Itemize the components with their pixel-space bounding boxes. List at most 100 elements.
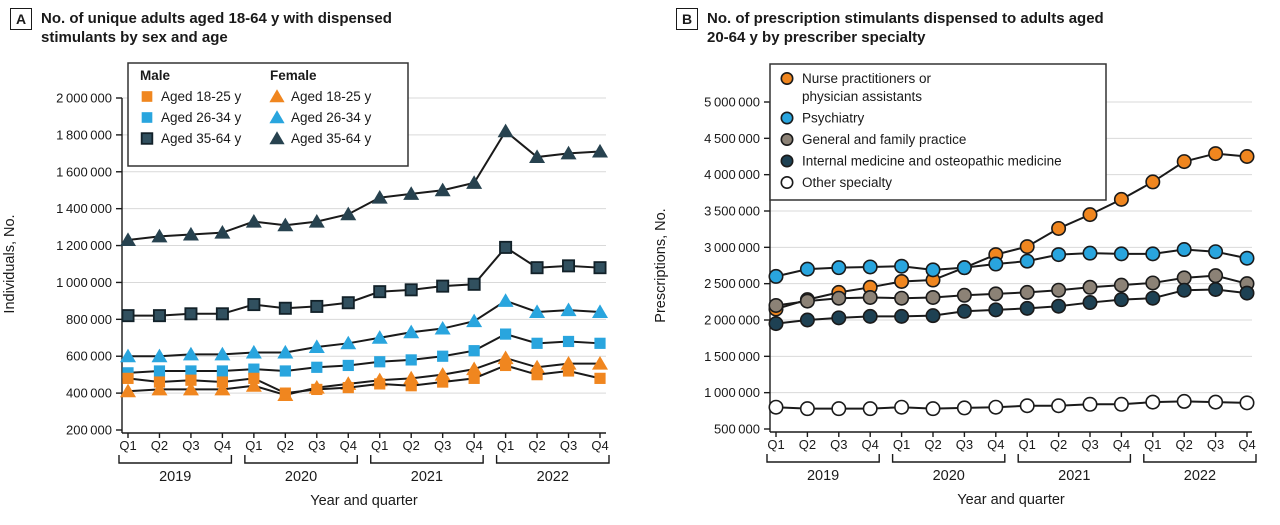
svg-text:2 000 000: 2 000 000 bbox=[56, 91, 112, 106]
svg-text:Q4: Q4 bbox=[1238, 437, 1255, 452]
svg-text:200 000: 200 000 bbox=[66, 423, 112, 438]
y-tick-labels: 200 000 400 000 600 000 800 000 1 000 000 1 2… bbox=[56, 91, 112, 438]
svg-text:600 000: 600 000 bbox=[66, 349, 112, 364]
series-other-specialty bbox=[768, 393, 1255, 417]
svg-text:Male: Male bbox=[140, 68, 171, 83]
svg-text:Q3: Q3 bbox=[1207, 437, 1224, 452]
panel-a-title-line-2: stimulants by sex and age bbox=[41, 29, 228, 46]
y-tick-labels: 500 000 1 000 000 1 500 000 2 000 000 2 500 … bbox=[704, 95, 760, 437]
svg-text:Aged 26-34 y: Aged 26-34 y bbox=[291, 110, 372, 125]
svg-text:Aged 18-25 y: Aged 18-25 y bbox=[291, 89, 372, 104]
panel-b-title-line-1: No. of prescription stimulants dispensed… bbox=[707, 10, 1104, 27]
panel-a-title-line-1: No. of unique adults aged 18-64 y with d… bbox=[41, 10, 392, 27]
x-tick-labels: Q1 Q2 Q3 Q4 Q1 Q2 Q3 Q4 Q1 Q2 Q3 Q4 Q1 Q2 Q3 Q4 bbox=[767, 437, 1255, 452]
svg-text:Q4: Q4 bbox=[862, 437, 879, 452]
panel-a-letter-badge: A bbox=[10, 8, 32, 30]
panel-b-letter-badge: B bbox=[676, 8, 698, 30]
panel-a: A No. of unique adults aged 18-64 y with… bbox=[2, 8, 610, 509]
svg-text:Q2: Q2 bbox=[151, 438, 168, 453]
y-axis-title: Individuals, No. bbox=[2, 214, 18, 313]
panel-a-chart: 200 000 400 000 600 000 800 000 1 000 000 1 2… bbox=[2, 62, 610, 509]
x-tick-labels: Q1 Q2 Q3 Q4 Q1 Q2 Q3 Q4 Q1 Q2 Q3 Q4 Q1 Q2 Q3 Q4 bbox=[119, 438, 608, 453]
svg-text:Q4: Q4 bbox=[340, 438, 357, 453]
svg-text:Q3: Q3 bbox=[1081, 437, 1098, 452]
svg-text:1 000 000: 1 000 000 bbox=[56, 275, 112, 290]
svg-text:500 000: 500 000 bbox=[714, 422, 760, 437]
legend: Male Aged 18-25 y Aged 26-34 y Aged 35-64 y… bbox=[127, 62, 409, 167]
x-axis-title: Year and quarter bbox=[957, 492, 1065, 508]
series-internal-medicine bbox=[768, 281, 1255, 332]
series-male-18-25 bbox=[122, 359, 606, 399]
svg-text:Q3: Q3 bbox=[956, 437, 973, 452]
svg-text:General and family practice: General and family practice bbox=[802, 132, 966, 147]
svg-text:Aged 35-64 y: Aged 35-64 y bbox=[161, 131, 242, 146]
panel-b-chart: 500 000 1 000 000 1 500 000 2 000 000 2 500 … bbox=[653, 63, 1257, 508]
panel-b-title-line-2: 20-64 y by prescriber specialty bbox=[707, 29, 926, 46]
svg-text:Q4: Q4 bbox=[214, 438, 231, 453]
x-axis-title: Year and quarter bbox=[310, 493, 418, 509]
svg-text:1 200 000: 1 200 000 bbox=[56, 238, 112, 253]
svg-text:1 400 000: 1 400 000 bbox=[56, 201, 112, 216]
svg-text:2022: 2022 bbox=[1184, 468, 1216, 484]
panel-b-title: No. of prescription stimulants dispensed… bbox=[707, 8, 1104, 47]
svg-text:Aged 18-25 y: Aged 18-25 y bbox=[161, 89, 242, 104]
panel-b-header: B No. of prescription stimulants dispens… bbox=[676, 8, 1104, 47]
svg-text:Aged 35-64 y: Aged 35-64 y bbox=[291, 131, 372, 146]
panel-a-header: A No. of unique adults aged 18-64 y with… bbox=[10, 8, 392, 47]
year-brackets: 2019 2020 2021 2022 bbox=[766, 454, 1257, 484]
svg-text:1 500 000: 1 500 000 bbox=[704, 349, 760, 364]
svg-text:Q1: Q1 bbox=[245, 438, 262, 453]
svg-text:Aged 26-34 y: Aged 26-34 y bbox=[161, 110, 242, 125]
svg-text:Q1: Q1 bbox=[893, 437, 910, 452]
svg-text:physician assistants: physician assistants bbox=[802, 89, 922, 104]
svg-text:Q2: Q2 bbox=[799, 437, 816, 452]
svg-text:Q3: Q3 bbox=[308, 438, 325, 453]
svg-text:2022: 2022 bbox=[537, 469, 569, 485]
svg-text:Q3: Q3 bbox=[560, 438, 577, 453]
svg-text:Q2: Q2 bbox=[1176, 437, 1193, 452]
svg-text:800 000: 800 000 bbox=[66, 312, 112, 327]
svg-text:2 000 000: 2 000 000 bbox=[704, 313, 760, 328]
axes bbox=[116, 97, 606, 438]
svg-text:Q4: Q4 bbox=[591, 438, 608, 453]
svg-text:Q1: Q1 bbox=[1019, 437, 1036, 452]
svg-text:Q2: Q2 bbox=[403, 438, 420, 453]
svg-text:Q2: Q2 bbox=[277, 438, 294, 453]
svg-text:2019: 2019 bbox=[159, 469, 191, 485]
series-female-26-34 bbox=[120, 293, 608, 363]
svg-text:2 500 000: 2 500 000 bbox=[704, 276, 760, 291]
svg-text:Q1: Q1 bbox=[371, 438, 388, 453]
svg-text:400 000: 400 000 bbox=[66, 386, 112, 401]
svg-text:2019: 2019 bbox=[807, 468, 839, 484]
svg-text:Q3: Q3 bbox=[182, 438, 199, 453]
panel-b: B No. of prescription stimulants dispens… bbox=[640, 0, 1280, 525]
svg-text:1 600 000: 1 600 000 bbox=[56, 164, 112, 179]
svg-text:Other specialty: Other specialty bbox=[802, 175, 892, 190]
svg-text:Q3: Q3 bbox=[434, 438, 451, 453]
svg-text:1 800 000: 1 800 000 bbox=[56, 127, 112, 142]
legend: Nurse practitioners or physician assistan… bbox=[769, 63, 1107, 201]
svg-text:Internal medicine and osteopat: Internal medicine and osteopathic medici… bbox=[802, 154, 1062, 169]
svg-text:Q2: Q2 bbox=[528, 438, 545, 453]
panel-a-title: No. of unique adults aged 18-64 y with d… bbox=[41, 8, 392, 47]
year-brackets: 2019 2020 2021 2022 bbox=[118, 455, 610, 485]
svg-text:3 500 000: 3 500 000 bbox=[704, 204, 760, 219]
series-male-35-64 bbox=[121, 240, 607, 323]
svg-text:Q4: Q4 bbox=[1113, 437, 1130, 452]
svg-text:Q1: Q1 bbox=[119, 438, 136, 453]
svg-text:Q1: Q1 bbox=[497, 438, 514, 453]
svg-text:2021: 2021 bbox=[411, 469, 443, 485]
svg-text:4 500 000: 4 500 000 bbox=[704, 131, 760, 146]
series-female-35-64 bbox=[120, 123, 608, 247]
svg-text:Q4: Q4 bbox=[987, 437, 1004, 452]
svg-text:Nurse practitioners or: Nurse practitioners or bbox=[802, 71, 932, 86]
series-general-family bbox=[768, 268, 1255, 313]
svg-text:1 000 000: 1 000 000 bbox=[704, 385, 760, 400]
svg-text:Psychiatry: Psychiatry bbox=[802, 111, 865, 126]
svg-text:Q2: Q2 bbox=[924, 437, 941, 452]
svg-text:3 000 000: 3 000 000 bbox=[704, 240, 760, 255]
y-axis-title: Prescriptions, No. bbox=[653, 208, 669, 322]
svg-text:Q4: Q4 bbox=[465, 438, 482, 453]
svg-text:5 000 000: 5 000 000 bbox=[704, 95, 760, 110]
